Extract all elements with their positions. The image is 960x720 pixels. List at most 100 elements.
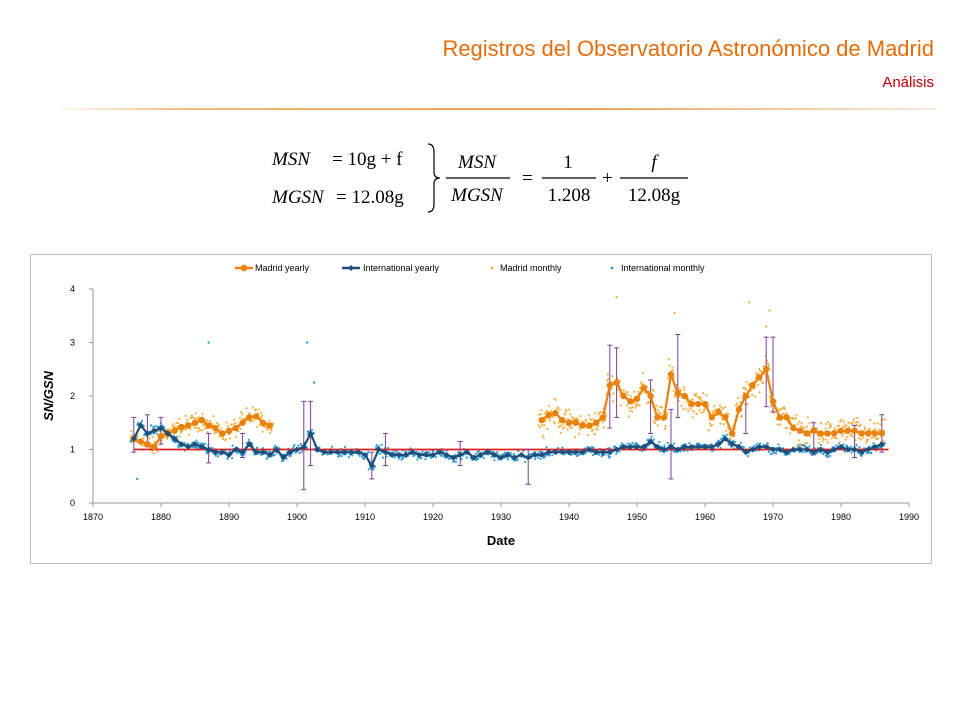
monthly-point <box>778 423 782 426</box>
monthly-point <box>783 407 786 411</box>
monthly-point <box>330 445 333 448</box>
monthly-point <box>758 367 761 371</box>
monthly-point <box>569 413 572 416</box>
data-point <box>552 409 559 417</box>
monthly-point <box>741 414 744 418</box>
data-point <box>246 441 253 448</box>
monthly-point <box>512 452 515 456</box>
data-point <box>600 449 606 456</box>
monthly-point <box>877 437 880 440</box>
monthly-point <box>870 436 873 439</box>
monthly-point <box>590 430 594 433</box>
monthly-point <box>701 392 705 395</box>
monthly-point <box>876 422 879 425</box>
data-point <box>769 398 777 405</box>
data-point <box>130 435 137 442</box>
monthly-point <box>824 422 828 426</box>
monthly-point <box>809 434 812 438</box>
monthly-point <box>198 428 201 432</box>
monthly-point <box>321 453 324 456</box>
monthly-point <box>482 457 485 460</box>
monthly-point <box>851 435 854 438</box>
data-point <box>851 446 858 453</box>
monthly-point <box>153 440 157 443</box>
data-point <box>498 454 504 461</box>
monthly-point <box>789 432 792 435</box>
monthly-point <box>191 445 195 449</box>
data-point <box>389 451 396 458</box>
monthly-point <box>638 404 641 407</box>
monthly-point <box>620 442 624 445</box>
monthly-point <box>619 404 622 407</box>
data-point <box>157 432 165 440</box>
monthly-point <box>229 423 233 426</box>
monthly-point <box>243 453 246 456</box>
data-point <box>620 392 627 400</box>
monthly-point <box>819 443 822 446</box>
monthly-point <box>680 404 683 407</box>
monthly-point <box>251 406 255 409</box>
data-point <box>695 443 702 450</box>
data-point <box>565 419 573 426</box>
monthly-point <box>375 444 378 447</box>
data-point <box>844 446 851 453</box>
monthly-point <box>628 406 631 410</box>
monthly-point <box>636 403 639 406</box>
data-point <box>865 446 872 453</box>
monthly-point <box>571 452 574 456</box>
monthly-point <box>413 454 416 457</box>
data-point <box>572 449 579 456</box>
monthly-point <box>719 422 722 425</box>
data-point <box>831 430 838 437</box>
monthly-point <box>186 418 189 421</box>
data-point <box>205 446 212 453</box>
monthly-point <box>447 457 450 460</box>
data-point <box>402 451 409 458</box>
monthly-point <box>545 409 548 412</box>
data-point <box>661 446 668 453</box>
monthly-point <box>300 450 303 454</box>
data-point <box>627 398 634 405</box>
monthly-point <box>504 451 507 454</box>
data-point <box>273 446 280 453</box>
monthly-point <box>591 454 595 457</box>
monthly-point <box>240 410 243 414</box>
data-point <box>654 443 661 450</box>
monthly-point <box>378 452 382 455</box>
monthly-point <box>682 408 685 411</box>
monthly-point <box>216 431 219 434</box>
monthly-point <box>844 450 847 453</box>
monthly-point <box>207 341 210 344</box>
monthly-point <box>601 411 604 414</box>
monthly-point <box>746 402 749 406</box>
monthly-point <box>658 406 662 409</box>
data-point <box>178 441 185 448</box>
monthly-point <box>190 416 193 419</box>
monthly-point <box>538 450 541 454</box>
monthly-point <box>785 411 788 415</box>
monthly-point <box>254 408 258 411</box>
legend-item-international-yearly: International yearly <box>342 263 440 273</box>
monthly-point <box>616 388 620 391</box>
monthly-point <box>835 444 838 447</box>
data-point <box>185 443 192 450</box>
x-axis-title: Date <box>487 533 515 548</box>
monthly-point <box>788 452 791 456</box>
monthly-point <box>557 421 560 424</box>
monthly-point <box>184 414 187 417</box>
monthly-point <box>554 422 557 425</box>
monthly-point <box>187 433 191 436</box>
monthly-point <box>465 456 468 459</box>
monthly-point <box>548 419 552 422</box>
monthly-point <box>610 387 613 391</box>
data-point <box>810 449 817 456</box>
monthly-point <box>777 408 781 411</box>
monthly-point <box>875 437 878 440</box>
data-point <box>586 446 593 453</box>
data-point <box>593 419 600 426</box>
data-point <box>219 449 226 456</box>
monthly-point <box>490 455 493 459</box>
monthly-point <box>439 454 442 457</box>
monthly-point <box>659 412 662 415</box>
monthly-point <box>208 419 212 423</box>
